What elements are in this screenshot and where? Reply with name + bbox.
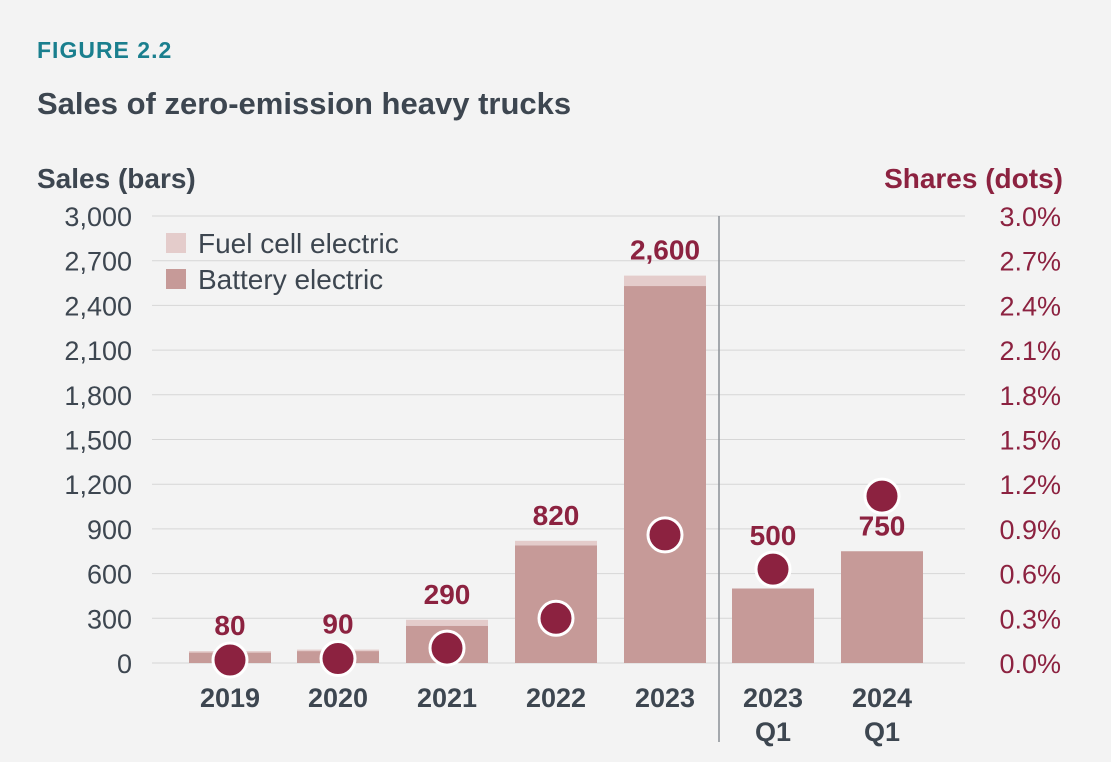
right-axis-title: Shares (dots) <box>884 163 1063 194</box>
category-label: 2024 <box>852 683 912 713</box>
share-dot <box>754 550 792 588</box>
left-tick-label: 900 <box>87 515 132 545</box>
bar-fuel-cell-electric <box>624 275 706 287</box>
category-label: 2019 <box>200 683 260 713</box>
share-dot <box>646 516 684 554</box>
left-tick-label: 0 <box>117 649 132 679</box>
left-tick-label: 1,200 <box>64 470 132 500</box>
right-tick-label: 0.3% <box>999 604 1061 634</box>
bar-value-label: 290 <box>424 579 471 610</box>
category-label: 2020 <box>308 683 368 713</box>
left-tick-label: 2,400 <box>64 291 132 321</box>
left-tick-label: 1,800 <box>64 381 132 411</box>
bar-value-label: 80 <box>214 610 245 641</box>
share-dot <box>319 640 357 678</box>
left-tick-label: 600 <box>87 560 132 590</box>
category-label: Q1 <box>864 717 900 747</box>
bar-battery-electric <box>841 551 923 663</box>
category-label: 2023 <box>635 683 695 713</box>
share-dot <box>211 641 249 679</box>
category-label: 2021 <box>417 683 477 713</box>
share-dots <box>211 477 901 679</box>
bar-fuel-cell-electric <box>515 540 597 546</box>
left-tick-label: 1,500 <box>64 426 132 456</box>
legend-swatch <box>166 233 186 253</box>
bar-value-label: 500 <box>750 520 797 551</box>
right-tick-label: 1.8% <box>999 381 1061 411</box>
value-labels: 80 90 290 820 2,600 500 750 <box>214 235 905 641</box>
legend: Fuel cell electric Battery electric <box>166 228 399 295</box>
left-tick-label: 2,700 <box>64 247 132 277</box>
right-tick-label: 1.5% <box>999 426 1061 456</box>
legend-swatch <box>166 269 186 289</box>
bar-value-label: 820 <box>533 500 580 531</box>
bar-battery-electric <box>732 588 814 663</box>
category-label: 2022 <box>526 683 586 713</box>
left-tick-label: 2,100 <box>64 336 132 366</box>
right-tick-label: 3.0% <box>999 202 1061 232</box>
right-axis-ticks: 0.0% 0.3% 0.6% 0.9% 1.2% 1.5% 1.8% 2.1% 2.4% 2.7%… <box>999 202 1061 679</box>
share-dot <box>428 629 466 667</box>
right-tick-label: 1.2% <box>999 470 1061 500</box>
legend-label: Battery electric <box>198 264 383 295</box>
category-label: Q1 <box>755 717 791 747</box>
left-axis-title: Sales (bars) <box>37 163 196 194</box>
bar-battery-electric <box>624 286 706 663</box>
left-axis-ticks: 0 300 600 900 1,200 1,500 1,800 2,100 2,400 2,700… <box>64 202 132 679</box>
bar-value-label: 750 <box>859 510 906 541</box>
share-dot <box>863 477 901 515</box>
category-label: 2023 <box>743 683 803 713</box>
chart-title: Sales of zero-emission heavy trucks <box>37 86 571 121</box>
bar-fuel-cell-electric <box>406 619 488 626</box>
right-tick-label: 2.4% <box>999 291 1061 321</box>
figure-label: FIGURE 2.2 <box>37 37 172 63</box>
gridlines <box>152 215 965 664</box>
category-labels: 2019 2020 2021 2022 2023 2023 Q1 2024 Q1 <box>200 683 912 747</box>
left-tick-label: 3,000 <box>64 202 132 232</box>
bar-value-label: 90 <box>322 609 353 640</box>
bar-value-label: 2,600 <box>630 235 700 266</box>
right-tick-label: 2.1% <box>999 336 1061 366</box>
legend-label: Fuel cell electric <box>198 228 399 259</box>
left-tick-label: 300 <box>87 604 132 634</box>
share-dot <box>537 599 575 637</box>
right-tick-label: 0.9% <box>999 515 1061 545</box>
right-tick-label: 2.7% <box>999 247 1061 277</box>
right-tick-label: 0.0% <box>999 649 1061 679</box>
right-tick-label: 0.6% <box>999 560 1061 590</box>
